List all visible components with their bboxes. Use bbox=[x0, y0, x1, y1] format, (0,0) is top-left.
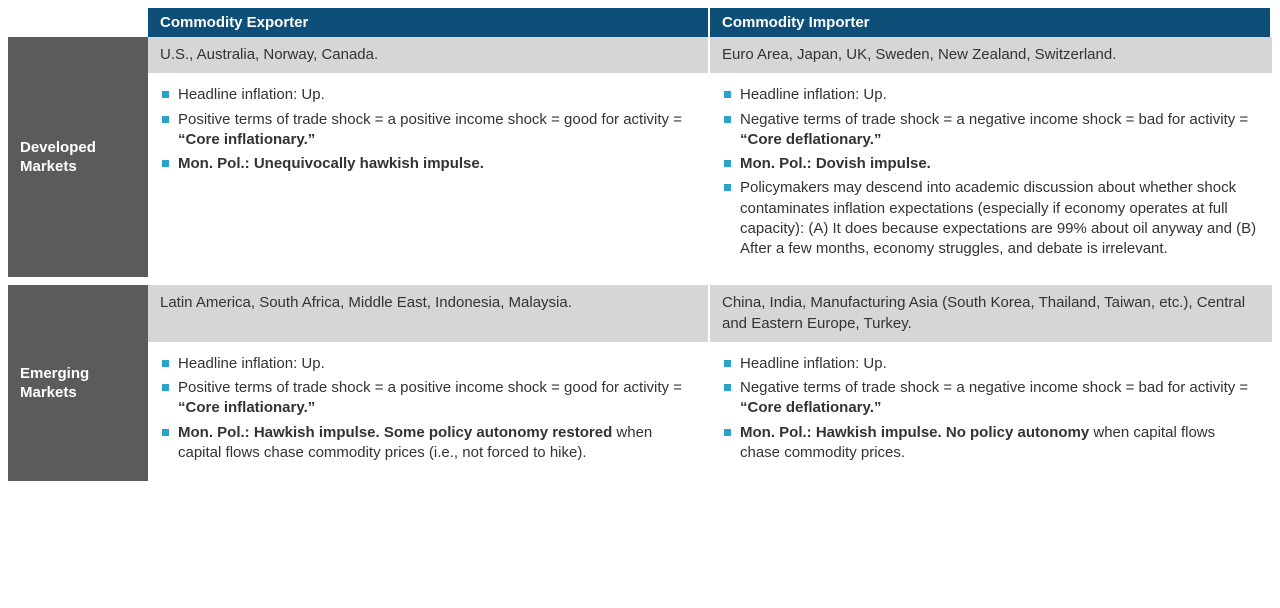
bullet-bold: “Core inflationary.” bbox=[178, 131, 315, 148]
bullet-item: Mon. Pol.: Dovish impulse. bbox=[724, 154, 1258, 174]
row-label-emerging: Emerging Markets bbox=[8, 285, 148, 481]
bullet-list: Headline inflation: Up. Positive terms of… bbox=[162, 85, 694, 174]
bullet-text: Positive terms of trade shock = a positi… bbox=[178, 379, 682, 396]
bullet-item: Mon. Pol.: Unequivocally hawkish impulse… bbox=[162, 154, 694, 174]
bullet-item: Policymakers may descend into academic d… bbox=[724, 178, 1258, 259]
content-developed-importer: Headline inflation: Up. Negative terms of… bbox=[710, 73, 1272, 277]
content-developed-exporter: Headline inflation: Up. Positive terms of… bbox=[148, 73, 710, 277]
bullet-bold: “Core deflationary.” bbox=[740, 399, 881, 416]
bullet-bold: Mon. Pol.: Hawkish impulse. Some policy … bbox=[178, 424, 612, 441]
bullet-item: Headline inflation: Up. bbox=[724, 354, 1258, 374]
row-label-developed: Developed Markets bbox=[8, 37, 148, 277]
content-emerging-importer: Headline inflation: Up. Negative terms of… bbox=[710, 342, 1272, 481]
bullet-item: Positive terms of trade shock = a positi… bbox=[162, 110, 694, 151]
bullet-item: Positive terms of trade shock = a positi… bbox=[162, 378, 694, 419]
bullet-text: Negative terms of trade shock = a negati… bbox=[740, 111, 1248, 128]
bullet-item: Headline inflation: Up. bbox=[724, 85, 1258, 105]
bullet-item: Negative terms of trade shock = a negati… bbox=[724, 110, 1258, 151]
bullet-bold: Mon. Pol.: Hawkish impulse. No policy au… bbox=[740, 424, 1089, 441]
countries-emerging-exporter: Latin America, South Africa, Middle East… bbox=[148, 285, 710, 342]
countries-developed-importer: Euro Area, Japan, UK, Sweden, New Zealan… bbox=[710, 37, 1272, 73]
bullet-text: Headline inflation: Up. bbox=[178, 355, 325, 372]
col-header-exporter: Commodity Exporter bbox=[148, 8, 710, 37]
corner-spacer bbox=[8, 8, 148, 37]
countries-developed-exporter: U.S., Australia, Norway, Canada. bbox=[148, 37, 710, 73]
bullet-bold: “Core deflationary.” bbox=[740, 131, 881, 148]
bullet-list: Headline inflation: Up. Positive terms of… bbox=[162, 354, 694, 463]
bullet-item: Mon. Pol.: Hawkish impulse. No policy au… bbox=[724, 423, 1258, 464]
bullet-item: Headline inflation: Up. bbox=[162, 354, 694, 374]
bullet-text: Policymakers may descend into academic d… bbox=[740, 179, 1256, 257]
row-gap bbox=[8, 277, 1272, 285]
bullet-text: Negative terms of trade shock = a negati… bbox=[740, 379, 1248, 396]
bullet-text: Headline inflation: Up. bbox=[740, 355, 887, 372]
bullet-list: Headline inflation: Up. Negative terms of… bbox=[724, 85, 1258, 259]
countries-emerging-importer: China, India, Manufacturing Asia (South … bbox=[710, 285, 1272, 342]
bullet-list: Headline inflation: Up. Negative terms of… bbox=[724, 354, 1258, 463]
bullet-bold: Mon. Pol.: Dovish impulse. bbox=[740, 155, 931, 172]
matrix-table: Commodity Exporter Commodity Importer De… bbox=[8, 8, 1272, 481]
bullet-item: Mon. Pol.: Hawkish impulse. Some policy … bbox=[162, 423, 694, 464]
bullet-item: Negative terms of trade shock = a negati… bbox=[724, 378, 1258, 419]
col-header-importer: Commodity Importer bbox=[710, 8, 1272, 37]
bullet-item: Headline inflation: Up. bbox=[162, 85, 694, 105]
bullet-text: Positive terms of trade shock = a positi… bbox=[178, 111, 682, 128]
bullet-bold: Mon. Pol.: Unequivocally hawkish impulse… bbox=[178, 155, 484, 172]
bullet-bold: “Core inflationary.” bbox=[178, 399, 315, 416]
bullet-text: Headline inflation: Up. bbox=[740, 86, 887, 103]
bullet-text: Headline inflation: Up. bbox=[178, 86, 325, 103]
content-emerging-exporter: Headline inflation: Up. Positive terms of… bbox=[148, 342, 710, 481]
